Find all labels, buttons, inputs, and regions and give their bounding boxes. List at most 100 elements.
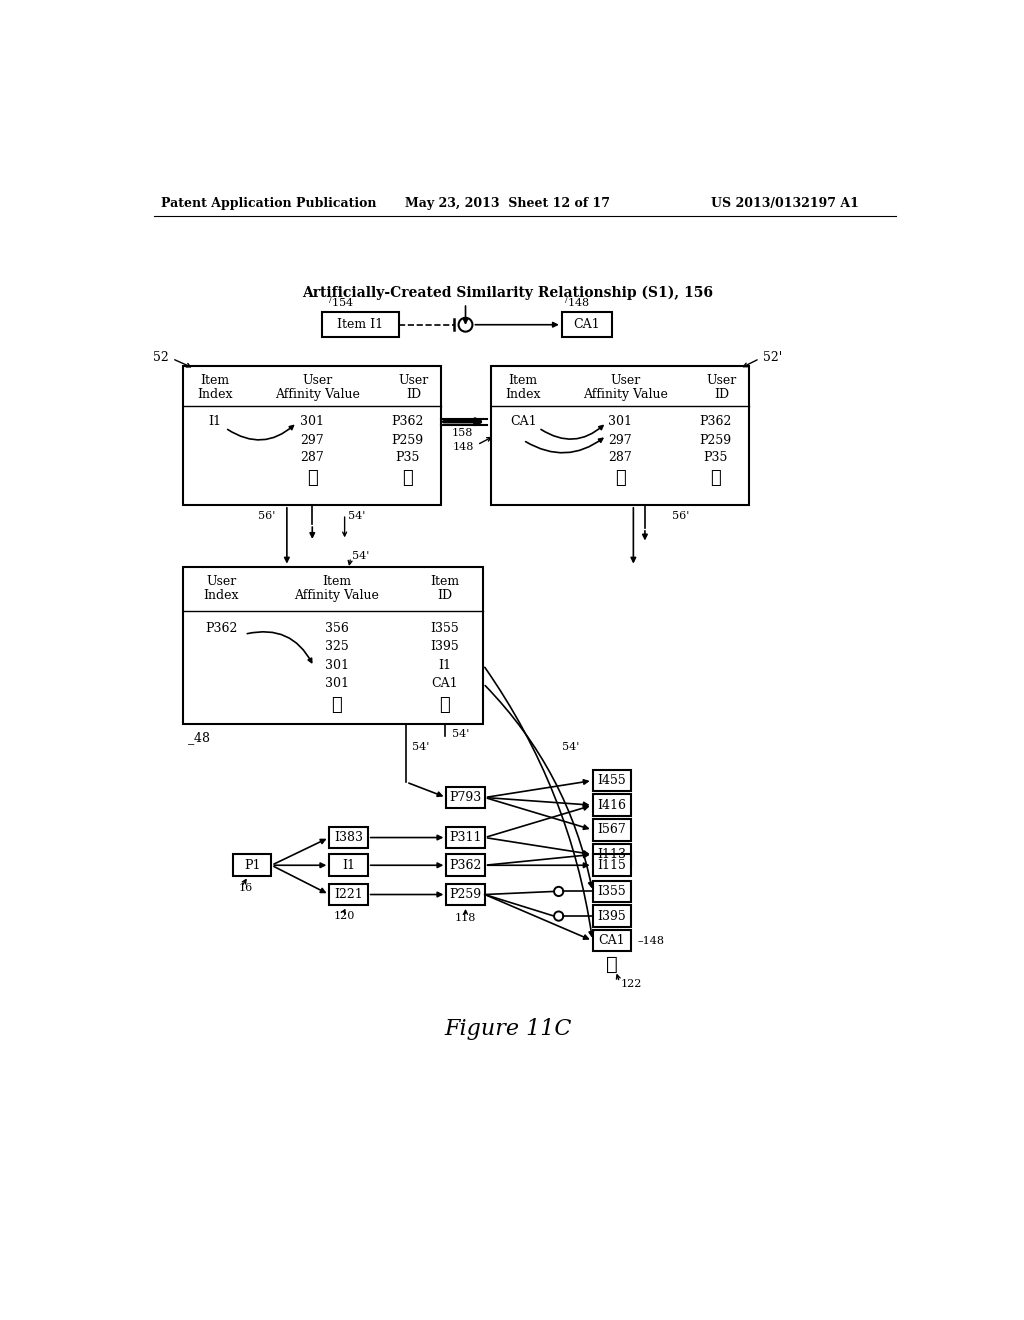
Text: User: User xyxy=(707,374,737,387)
Text: P362: P362 xyxy=(450,859,481,871)
Text: 301: 301 xyxy=(608,416,632,428)
Bar xyxy=(490,367,749,506)
Bar xyxy=(593,843,631,866)
Text: P259: P259 xyxy=(699,434,732,446)
Text: I1: I1 xyxy=(342,859,355,871)
Text: I115: I115 xyxy=(597,859,627,871)
Text: 356: 356 xyxy=(325,622,349,635)
Text: User: User xyxy=(206,576,237,589)
Text: Affinity Value: Affinity Value xyxy=(275,388,360,400)
Text: Item: Item xyxy=(201,374,229,387)
Text: Figure 11C: Figure 11C xyxy=(444,1018,571,1040)
Bar xyxy=(446,854,484,876)
Text: Index: Index xyxy=(204,589,240,602)
Text: $\mathregular{^/}$148: $\mathregular{^/}$148 xyxy=(564,294,590,309)
Text: 52': 52' xyxy=(763,351,782,363)
Text: User: User xyxy=(302,374,333,387)
Text: CA1: CA1 xyxy=(573,318,600,331)
Text: ID: ID xyxy=(715,388,729,400)
Text: I113: I113 xyxy=(597,847,627,861)
Bar xyxy=(183,367,441,506)
Text: Affinity Value: Affinity Value xyxy=(295,589,379,602)
Bar xyxy=(593,880,631,903)
Text: I1: I1 xyxy=(438,659,452,672)
Text: 54': 54' xyxy=(453,729,470,739)
Text: 301: 301 xyxy=(325,677,349,690)
Text: 301: 301 xyxy=(300,416,325,428)
Bar xyxy=(562,313,611,337)
Text: Item: Item xyxy=(509,374,538,387)
Bar xyxy=(593,854,631,876)
Text: P35: P35 xyxy=(703,450,728,463)
Text: 54': 54' xyxy=(348,511,366,520)
Text: I567: I567 xyxy=(597,824,627,837)
Bar xyxy=(593,929,631,952)
Text: CA1: CA1 xyxy=(598,935,625,948)
Bar xyxy=(593,818,631,841)
Text: Item I1: Item I1 xyxy=(337,318,383,331)
Text: Item: Item xyxy=(430,576,460,589)
Text: 158: 158 xyxy=(452,428,473,437)
Text: CA1: CA1 xyxy=(431,677,458,690)
Bar xyxy=(233,854,271,876)
Bar xyxy=(330,884,368,906)
Text: 120: 120 xyxy=(334,911,355,921)
Text: I416: I416 xyxy=(597,799,627,812)
Bar xyxy=(593,770,631,791)
Bar xyxy=(330,854,368,876)
Text: I383: I383 xyxy=(334,832,362,843)
Text: I221: I221 xyxy=(334,888,362,902)
Text: 297: 297 xyxy=(608,434,632,446)
Text: $\mathregular{\_}$48: $\mathregular{\_}$48 xyxy=(186,730,210,747)
Text: –148: –148 xyxy=(637,936,665,945)
Bar xyxy=(446,787,484,808)
Text: P35: P35 xyxy=(395,450,420,463)
Text: 301: 301 xyxy=(325,659,349,672)
Bar xyxy=(593,795,631,816)
Text: 54': 54' xyxy=(352,550,370,561)
Text: P311: P311 xyxy=(450,832,481,843)
Text: ⋮: ⋮ xyxy=(606,957,617,974)
Text: ID: ID xyxy=(407,388,422,400)
Text: 287: 287 xyxy=(608,450,632,463)
Text: Affinity Value: Affinity Value xyxy=(584,388,668,400)
Text: 56': 56' xyxy=(258,511,275,520)
Text: P259: P259 xyxy=(392,434,424,446)
Text: Patent Application Publication: Patent Application Publication xyxy=(162,197,377,210)
Text: May 23, 2013  Sheet 12 of 17: May 23, 2013 Sheet 12 of 17 xyxy=(406,197,610,210)
Text: 148: 148 xyxy=(453,442,474,453)
Text: 52: 52 xyxy=(154,351,169,363)
Text: CA1: CA1 xyxy=(510,416,537,428)
Text: P793: P793 xyxy=(450,791,481,804)
Text: P362: P362 xyxy=(391,416,424,428)
Text: Artificially-Created Similarity Relationship (S1), 156: Artificially-Created Similarity Relation… xyxy=(302,286,714,301)
Text: ⋯: ⋯ xyxy=(711,469,721,487)
Text: P362: P362 xyxy=(205,622,238,635)
Text: ID: ID xyxy=(437,589,453,602)
Text: 16: 16 xyxy=(239,883,253,894)
Text: P1: P1 xyxy=(244,859,260,871)
Text: 287: 287 xyxy=(300,450,325,463)
Bar xyxy=(446,884,484,906)
Text: P259: P259 xyxy=(450,888,481,902)
Text: 54': 54' xyxy=(413,742,430,752)
Text: ⋯: ⋯ xyxy=(614,469,626,487)
Bar xyxy=(446,826,484,849)
Text: US 2013/0132197 A1: US 2013/0132197 A1 xyxy=(711,197,859,210)
Text: ⋯: ⋯ xyxy=(332,696,342,714)
Text: Index: Index xyxy=(506,388,541,400)
Bar xyxy=(330,826,368,849)
Text: ⋯: ⋯ xyxy=(439,696,451,714)
Text: P362: P362 xyxy=(699,416,732,428)
Text: I355: I355 xyxy=(597,884,627,898)
Text: I395: I395 xyxy=(597,909,627,923)
Text: Index: Index xyxy=(198,388,233,400)
Text: 54': 54' xyxy=(562,742,580,752)
Text: User: User xyxy=(610,374,641,387)
Text: I395: I395 xyxy=(430,640,459,653)
Text: 118: 118 xyxy=(455,912,476,923)
Text: I455: I455 xyxy=(597,774,627,787)
Bar xyxy=(322,313,398,337)
Text: I355: I355 xyxy=(430,622,459,635)
Text: I1: I1 xyxy=(209,416,222,428)
